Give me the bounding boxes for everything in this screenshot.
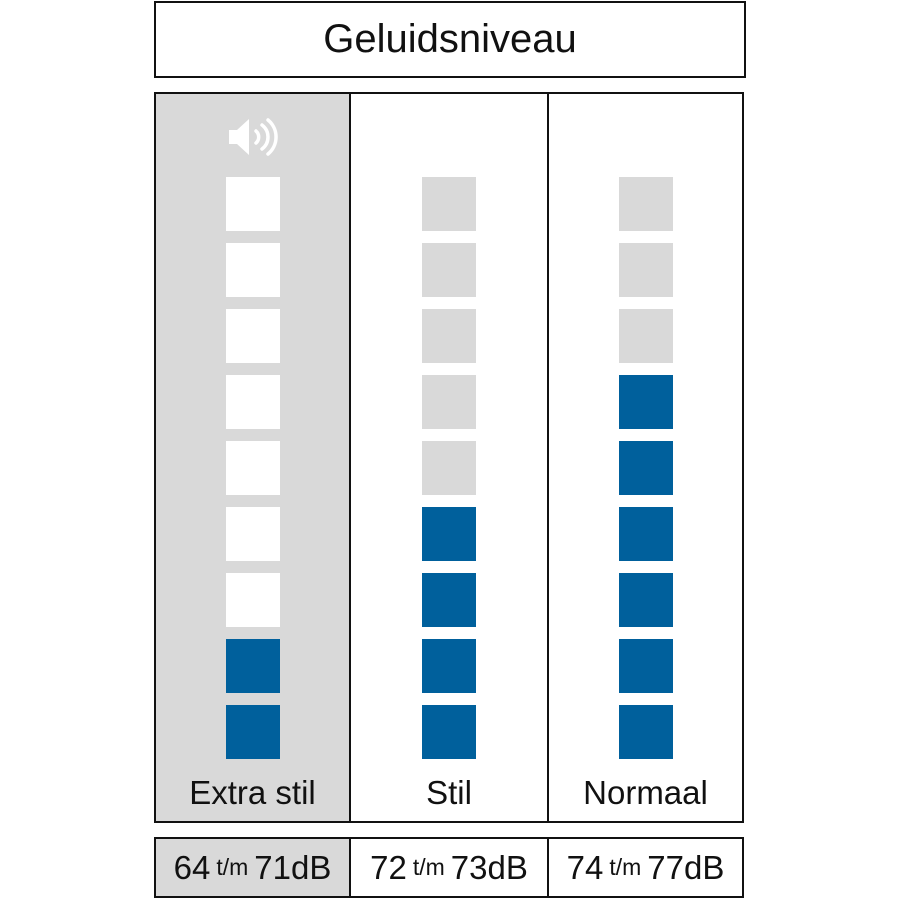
level-segment-empty bbox=[422, 441, 476, 495]
level-segment-filled bbox=[422, 639, 476, 693]
range-from: 72 bbox=[370, 848, 407, 886]
level-segment-filled bbox=[618, 441, 673, 495]
range-cell-3: 74 t/m 77dB bbox=[547, 839, 742, 896]
level-segment-empty bbox=[225, 573, 280, 627]
level-segment-empty bbox=[225, 177, 280, 231]
level-column-2: Stil bbox=[349, 94, 547, 821]
level-column-1: Extra stil bbox=[156, 94, 349, 821]
level-label: Extra stil bbox=[189, 774, 316, 811]
level-segment-empty bbox=[225, 243, 280, 297]
level-label: Stil bbox=[426, 774, 472, 811]
range-cell-1: 64 t/m 71dB bbox=[156, 839, 349, 896]
range-separator: t/m bbox=[412, 854, 445, 880]
level-segment-empty bbox=[618, 177, 673, 231]
level-segment-filled bbox=[225, 705, 280, 759]
level-segment-empty bbox=[422, 375, 476, 429]
level-segment-filled bbox=[618, 639, 673, 693]
range-separator: t/m bbox=[216, 854, 249, 880]
range-row: 64 t/m 71dB 72 t/m 73dB 74 t/m 77dB bbox=[154, 837, 744, 898]
level-segment-filled bbox=[422, 705, 476, 759]
level-segment-empty bbox=[422, 309, 476, 363]
level-segment-filled bbox=[618, 705, 673, 759]
title-box: Geluidsniveau bbox=[154, 1, 746, 78]
level-segment-filled bbox=[618, 507, 673, 561]
level-segment-filled bbox=[618, 375, 673, 429]
level-segment-empty bbox=[225, 375, 280, 429]
speaker-volume-icon bbox=[228, 118, 278, 156]
level-column-3: Normaal bbox=[547, 94, 742, 821]
level-segment-filled bbox=[225, 639, 280, 693]
level-segment-empty bbox=[422, 177, 476, 231]
level-segment-filled bbox=[422, 573, 476, 627]
range-to: 77dB bbox=[647, 848, 725, 886]
range-separator: t/m bbox=[609, 854, 642, 880]
level-segment-empty bbox=[225, 309, 280, 363]
range-from: 74 bbox=[566, 848, 604, 886]
level-segment-empty bbox=[225, 507, 280, 561]
range-cell-2: 72 t/m 73dB bbox=[349, 839, 547, 896]
range-to: 73dB bbox=[450, 848, 528, 886]
range-to: 71dB bbox=[254, 848, 332, 886]
level-columns: Extra stil Stil Normaal bbox=[154, 92, 744, 823]
level-segment-filled bbox=[618, 573, 673, 627]
level-segment-empty bbox=[618, 309, 673, 363]
level-label: Normaal bbox=[583, 774, 708, 811]
range-from: 64 bbox=[173, 848, 211, 886]
level-segment-empty bbox=[618, 243, 673, 297]
title: Geluidsniveau bbox=[323, 17, 577, 61]
level-segment-filled bbox=[422, 507, 476, 561]
level-segment-empty bbox=[225, 441, 280, 495]
level-segment-empty bbox=[422, 243, 476, 297]
